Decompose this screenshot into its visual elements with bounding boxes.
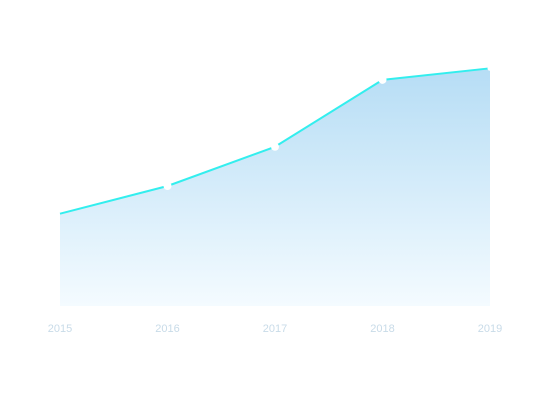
x-tick-label-2016: 2016 [155,323,179,335]
data-point-2017[interactable] [271,142,279,151]
x-tick-label-2015: 2015 [48,323,72,335]
data-point-2019[interactable] [487,65,493,71]
series-area [60,68,490,306]
point-layer [163,65,493,190]
x-tick-label-2018: 2018 [370,323,394,335]
data-point-2016[interactable] [163,182,172,190]
data-point-2018[interactable] [378,75,387,84]
x-tick-label-2019: 2019 [478,323,502,335]
x-tick-label-2017: 2017 [263,323,287,335]
x-axis-ticks: 2015 2016 2017 2018 2019 [48,323,502,335]
area-layer [60,68,490,306]
